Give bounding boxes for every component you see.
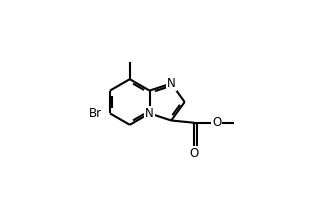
Text: O: O: [212, 116, 221, 129]
Text: N: N: [167, 77, 176, 90]
Text: N: N: [145, 107, 154, 120]
Text: Br: Br: [89, 107, 102, 120]
Text: O: O: [189, 146, 198, 160]
